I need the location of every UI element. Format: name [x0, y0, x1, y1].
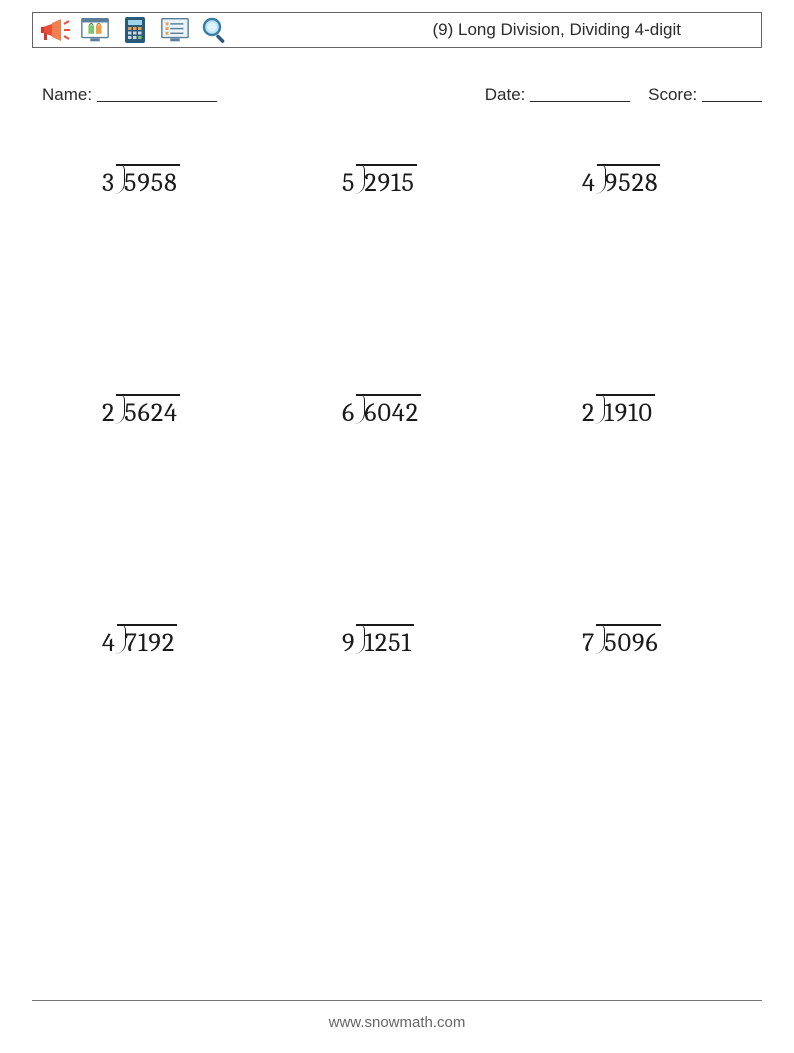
info-fields: Name: Date: Score:	[42, 85, 762, 105]
division-problem: 9 1251	[282, 625, 412, 659]
dividend: 2915	[364, 168, 414, 198]
dividend-wrap: 5096	[596, 625, 658, 659]
score-blank[interactable]	[702, 101, 762, 102]
dividend: 5958	[124, 168, 178, 198]
division-problem: 5 2915	[282, 165, 415, 199]
dividend-wrap: 7192	[117, 625, 175, 659]
name-label: Name:	[42, 85, 92, 104]
dividend: 6042	[364, 398, 419, 428]
calculator-icon	[119, 16, 151, 44]
checklist-monitor-icon	[159, 16, 191, 44]
date-blank[interactable]	[530, 101, 630, 102]
date-label: Date:	[485, 85, 526, 104]
dividend-wrap: 5958	[116, 165, 178, 199]
division-problem: 3 5958	[42, 165, 178, 199]
dividend: 5096	[604, 628, 658, 658]
dividend: 9528	[605, 168, 659, 198]
header-icons	[39, 16, 231, 44]
dividend-wrap: 1251	[356, 625, 411, 659]
dividend-wrap: 2915	[356, 165, 414, 199]
dividend-wrap: 9528	[597, 165, 659, 199]
worksheet-title: (9) Long Division, Dividing 4-digit	[432, 20, 751, 40]
shopping-bag-monitor-icon	[79, 16, 111, 44]
magnifier-icon	[199, 16, 231, 44]
division-problem: 2 5624	[42, 395, 178, 429]
date-field: Date:	[485, 85, 630, 105]
problems-grid: 3 5958 5 2915 4 9528 2 5624 6 6042 2 191…	[42, 165, 762, 855]
division-problem: 7 5096	[522, 625, 659, 659]
score-field: Score:	[648, 85, 762, 105]
score-label: Score:	[648, 85, 697, 104]
megaphone-icon	[39, 16, 71, 44]
dividend-wrap: 5624	[116, 395, 178, 429]
dividend: 1910	[604, 398, 653, 428]
division-problem: 2 1910	[522, 395, 653, 429]
worksheet-header: (9) Long Division, Dividing 4-digit	[32, 12, 762, 48]
division-problem: 6 6042	[282, 395, 419, 429]
dividend: 5624	[124, 398, 178, 428]
division-problem: 4 9528	[522, 165, 658, 199]
name-field: Name:	[42, 85, 217, 105]
name-blank[interactable]	[97, 101, 217, 102]
division-problem: 4 7192	[42, 625, 175, 659]
footer-rule	[32, 1000, 762, 1001]
dividend-wrap: 6042	[356, 395, 419, 429]
footer-text: www.snowmath.com	[0, 1014, 794, 1031]
dividend-wrap: 1910	[596, 395, 653, 429]
dividend: 1251	[364, 628, 411, 658]
dividend: 7192	[125, 628, 175, 658]
